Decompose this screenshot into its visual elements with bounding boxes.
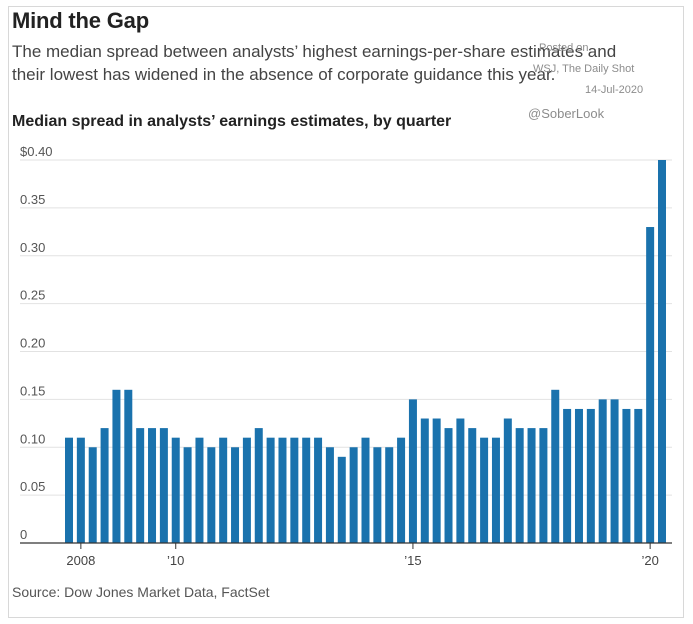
bar (646, 227, 655, 543)
watermark-source: WSJ, The Daily Shot (533, 63, 635, 75)
bar (658, 160, 666, 543)
bar (622, 408, 631, 543)
bar (100, 428, 109, 543)
bar (598, 399, 607, 544)
y-tick-label: 0.15 (20, 383, 45, 398)
x-tick-label: 2008 (66, 553, 95, 568)
bar (574, 408, 583, 543)
bar (408, 399, 417, 544)
chart-headline: Mind the Gap (12, 8, 149, 33)
bar (231, 447, 240, 543)
y-tick-label: 0.30 (20, 240, 45, 255)
watermark-date: 14-Jul-2020 (585, 84, 644, 96)
bar (314, 437, 323, 543)
x-tick-label: ’20 (641, 553, 658, 568)
bar (456, 418, 465, 543)
bar (65, 437, 73, 543)
chart-title: Median spread in analysts’ earnings esti… (12, 113, 452, 130)
bar (349, 447, 358, 543)
bar (148, 428, 157, 543)
bar (266, 437, 275, 543)
bar (171, 437, 180, 543)
bar (112, 389, 121, 543)
bar (183, 447, 192, 543)
bar (290, 437, 299, 543)
bar (159, 428, 168, 543)
bar-chart: $0.40 0.35 0.30 0.25 0.20 0.15 0.10 0.05 0 2008 ’1… (20, 144, 672, 568)
bar (302, 437, 311, 543)
y-tick-label: 0 (20, 527, 27, 542)
bar (586, 408, 595, 543)
bar (76, 437, 85, 543)
watermark-posted-on: Posted on (539, 42, 589, 54)
bar (397, 437, 406, 543)
bar (634, 408, 643, 543)
bar (444, 428, 453, 543)
bar (361, 437, 370, 543)
bar (337, 456, 346, 543)
bar (195, 437, 204, 543)
bar (503, 418, 512, 543)
bar (278, 437, 287, 543)
watermark-handle: @SoberLook (528, 106, 605, 121)
bar (515, 428, 524, 543)
y-tick-label: 0.35 (20, 192, 45, 207)
y-tick-label: 0.05 (20, 479, 45, 494)
y-tick-label: 0.25 (20, 288, 45, 303)
bar (124, 389, 133, 543)
bar (539, 428, 548, 543)
y-tick-label: $0.40 (20, 144, 53, 159)
bar (551, 389, 560, 543)
bar (88, 447, 97, 543)
bar (610, 399, 619, 544)
bar (420, 418, 429, 543)
bar (563, 408, 572, 543)
x-tick-label: ’15 (404, 553, 421, 568)
y-tick-label: 0.10 (20, 431, 45, 446)
bar (385, 447, 394, 543)
bar (325, 447, 334, 543)
x-tick-label: ’10 (167, 553, 184, 568)
chart-card (8, 6, 684, 618)
bar (468, 428, 477, 543)
bar (207, 447, 216, 543)
bar (242, 437, 251, 543)
chart-source: Source: Dow Jones Market Data, FactSet (12, 584, 270, 600)
bar (491, 437, 500, 543)
y-tick-label: 0.20 (20, 336, 45, 351)
bar (432, 418, 441, 543)
bar (373, 447, 382, 543)
bar (254, 428, 263, 543)
chart-subtitle: The median spread between analysts’ high… (12, 42, 617, 84)
bar (136, 428, 145, 543)
bar (480, 437, 489, 543)
bar (527, 428, 536, 543)
bar (219, 437, 228, 543)
